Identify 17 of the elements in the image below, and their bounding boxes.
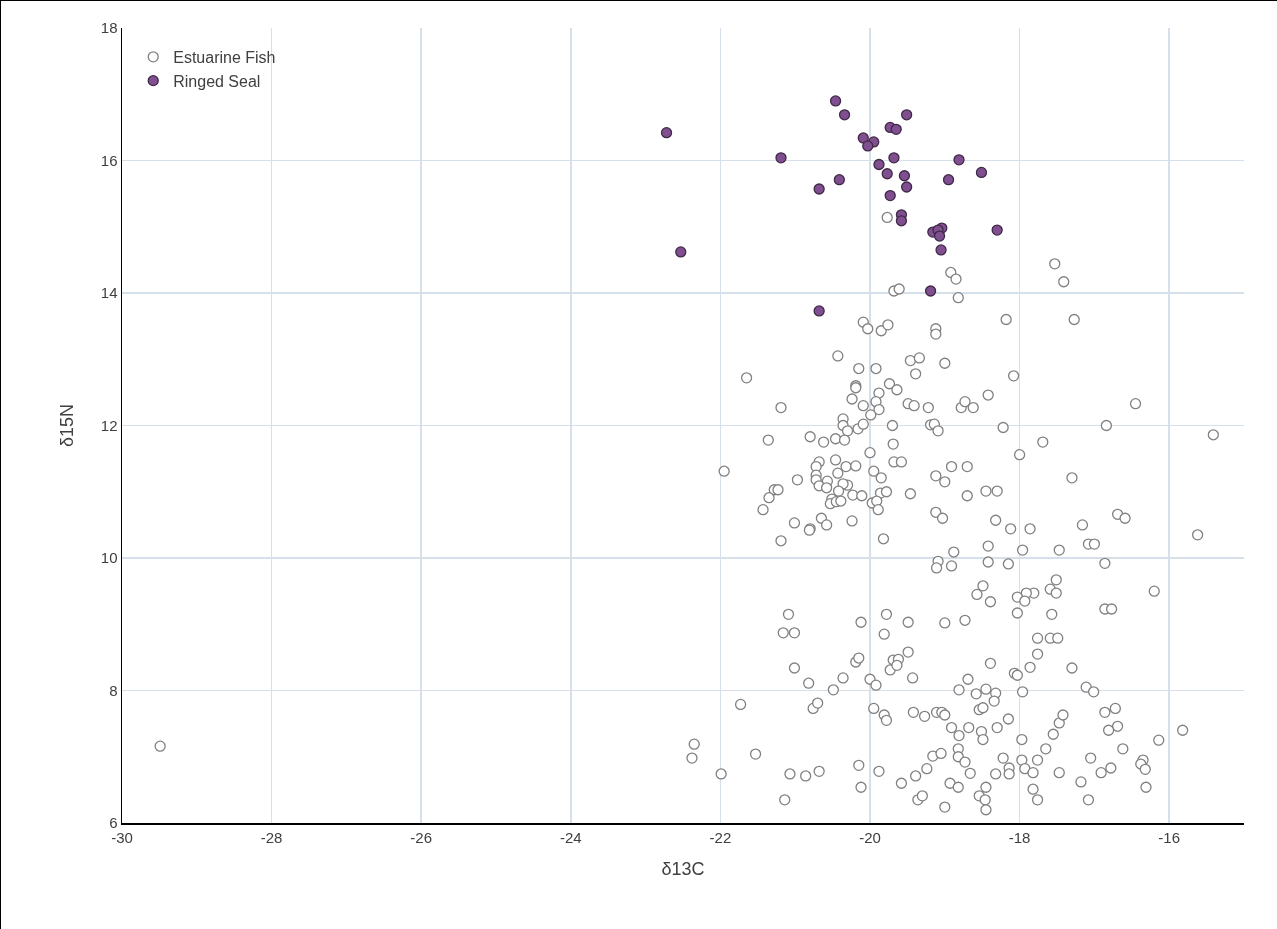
x-axis-title: δ13C <box>661 859 705 880</box>
y-tick-label: 18 <box>100 19 118 37</box>
y-axis-title: δ15N <box>57 403 78 448</box>
y-tick-label: 16 <box>100 151 118 169</box>
y-tick-label: 10 <box>100 549 118 567</box>
x-tick-label: -24 <box>559 828 582 846</box>
x-tick-label: -22 <box>709 828 732 846</box>
legend-label: Estuarine Fish <box>173 49 276 67</box>
y-tick-label: 12 <box>100 416 118 434</box>
x-tick-label: -20 <box>859 828 881 846</box>
y-tick-label: 8 <box>109 681 118 699</box>
y-tick-label: 14 <box>100 284 118 302</box>
x-tick-label: -26 <box>410 828 433 846</box>
x-tick-label: -28 <box>260 828 283 846</box>
x-tick-label: -18 <box>1008 828 1031 846</box>
x-tick-label: -16 <box>1158 828 1181 846</box>
legend-label: Ringed Seal <box>173 72 261 90</box>
